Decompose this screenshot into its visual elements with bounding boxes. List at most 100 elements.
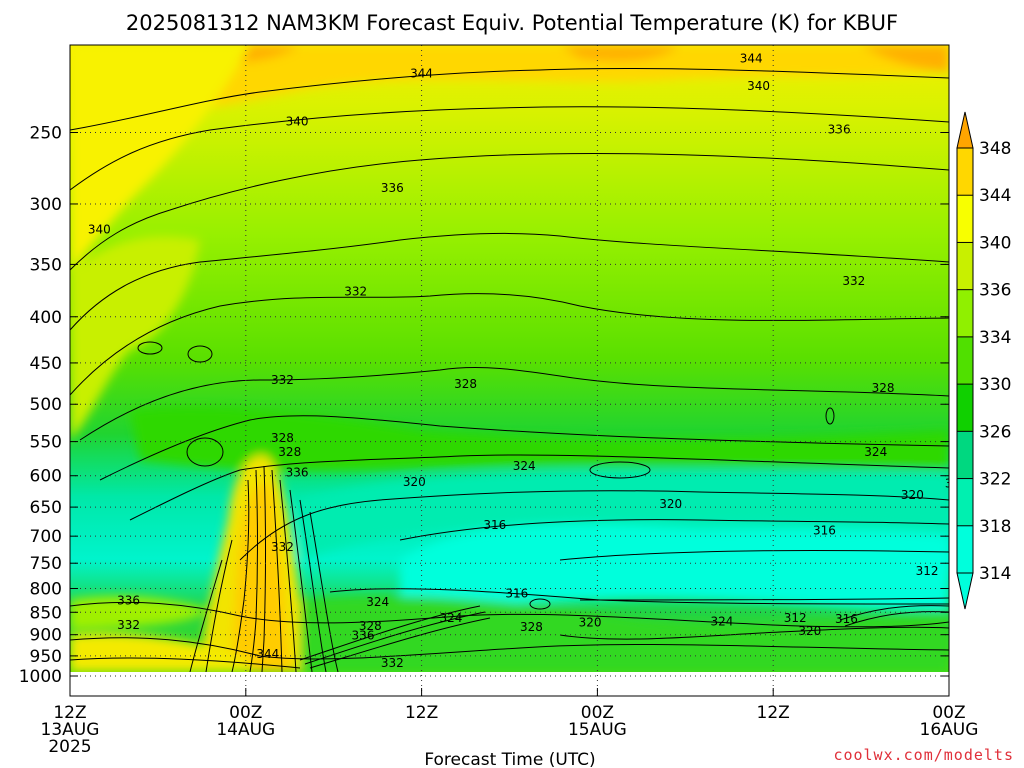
- x-tick-label: 12Z: [757, 703, 790, 723]
- contour-label: 316: [835, 612, 858, 626]
- y-tick-label: 850: [30, 603, 62, 623]
- contour-label: 328: [520, 620, 543, 634]
- contour-label: 332: [381, 656, 404, 670]
- contour-label: 328: [278, 445, 301, 459]
- contour-label: 328: [454, 377, 477, 391]
- colorbar-segment: [957, 148, 973, 196]
- contour-label: 336: [828, 122, 851, 136]
- x-tick-label: 2025: [48, 737, 91, 757]
- contour-label: 316: [483, 518, 506, 532]
- colorbar-label: 340: [979, 233, 1011, 253]
- plot-frame: [69, 44, 950, 697]
- y-tick-label: 250: [30, 123, 62, 143]
- contour-label: 320: [798, 624, 821, 638]
- colorbar-segment: [957, 431, 973, 479]
- contour-label: 332: [271, 373, 294, 387]
- contour-label: 320: [403, 475, 426, 489]
- x-tick-label: 12Z: [53, 703, 86, 723]
- contour-label: 316: [813, 524, 836, 538]
- contour-label: 340: [88, 222, 111, 236]
- colorbar-label: 330: [979, 375, 1011, 395]
- contour-label: 336: [381, 181, 404, 195]
- x-axis-label: Forecast Time (UTC): [424, 750, 595, 768]
- contour-label: 320: [579, 615, 602, 629]
- contour-lines: [70, 67, 949, 672]
- contour-label: 324: [864, 445, 887, 459]
- colorbar-extend-top: [956, 111, 974, 149]
- x-tick-label: 12Z: [405, 703, 438, 723]
- colorbar-segment: [957, 478, 973, 526]
- credit-text: coolwx.com/modelts: [833, 746, 1014, 764]
- contour-label: 328: [359, 619, 382, 633]
- colorbar-segment: [957, 242, 973, 290]
- contour-label: 328: [872, 381, 895, 395]
- contour-label: 336: [286, 465, 309, 479]
- colorbar-label: 344: [979, 186, 1011, 206]
- colorbar-label: 322: [979, 470, 1011, 490]
- contour-label: 320: [659, 497, 682, 511]
- colorbar-label: 326: [979, 422, 1011, 442]
- contour-label: 344: [740, 51, 763, 65]
- colorbar-label: 348: [979, 139, 1011, 159]
- contour-label: 340: [286, 114, 309, 128]
- y-tick-label: 650: [30, 498, 62, 518]
- y-tick-label: 450: [30, 354, 62, 374]
- colorbar-label: 318: [979, 517, 1011, 537]
- contour-label: 312: [916, 564, 939, 578]
- ground-shading: [70, 672, 949, 696]
- contour-label: 344: [410, 66, 433, 80]
- colorbar-segment: [957, 384, 973, 432]
- x-tick-label: 13AUG: [41, 720, 100, 740]
- colorbar-label: 336: [979, 281, 1011, 301]
- y-tick-label: 800: [30, 580, 62, 600]
- contour-label: 312: [784, 611, 807, 625]
- chart-title: 2025081312 NAM3KM Forecast Equiv. Potent…: [126, 11, 898, 35]
- x-tick-label: 00Z: [932, 703, 965, 723]
- y-tick-label: 350: [30, 255, 62, 275]
- y-axis: 250 300 350 400 450 500 550 600 650 700 750 800 850 9…: [19, 123, 949, 687]
- contour-label: 328: [271, 431, 294, 445]
- colorbar-label: 334: [979, 328, 1011, 348]
- contour-label: 332: [117, 618, 140, 632]
- colorbar-segment: [957, 195, 973, 243]
- contour-label: 324: [710, 614, 733, 628]
- y-tick-label: 500: [30, 395, 62, 415]
- colorbar: 314 318 322 326 330 334 336 340 344 348: [956, 111, 1011, 610]
- colorbar-segment: [957, 525, 973, 573]
- y-tick-label: 400: [30, 308, 62, 328]
- x-tick-label: 14AUG: [216, 720, 275, 740]
- contour-label: 324: [439, 611, 462, 625]
- colorbar-segment: [957, 336, 973, 385]
- contour-label: 332: [271, 540, 294, 554]
- colorbar-label: 314: [979, 564, 1011, 584]
- colorbar-segment: [957, 289, 973, 337]
- contour-label: 332: [842, 274, 865, 288]
- contour-label: 324: [366, 595, 389, 609]
- x-tick-label: 00Z: [581, 703, 614, 723]
- y-tick-label: 950: [30, 647, 62, 667]
- contour-label: 332: [344, 284, 367, 298]
- contour-label: 340: [747, 79, 770, 93]
- contour-label: 316: [505, 586, 528, 600]
- x-tick-label: 15AUG: [568, 720, 627, 740]
- contour-label: 320: [901, 488, 924, 502]
- contour-label: 324: [513, 459, 536, 473]
- y-tick-label: 1000: [19, 667, 62, 687]
- y-tick-label: 750: [30, 554, 62, 574]
- y-tick-label: 550: [30, 433, 62, 453]
- y-tick-label: 700: [30, 527, 62, 547]
- x-tick-label: 16AUG: [920, 720, 979, 740]
- contour-label: 336: [117, 594, 140, 608]
- x-tick-label: 00Z: [229, 703, 262, 723]
- y-tick-label: 900: [30, 626, 62, 646]
- contour-label: 324: [945, 476, 968, 490]
- y-tick-label: 300: [30, 195, 62, 215]
- y-tick-label: 600: [30, 467, 62, 487]
- colorbar-extend-bottom: [956, 572, 974, 610]
- contour-label: 336: [352, 629, 375, 643]
- contour-label: 344: [256, 647, 279, 661]
